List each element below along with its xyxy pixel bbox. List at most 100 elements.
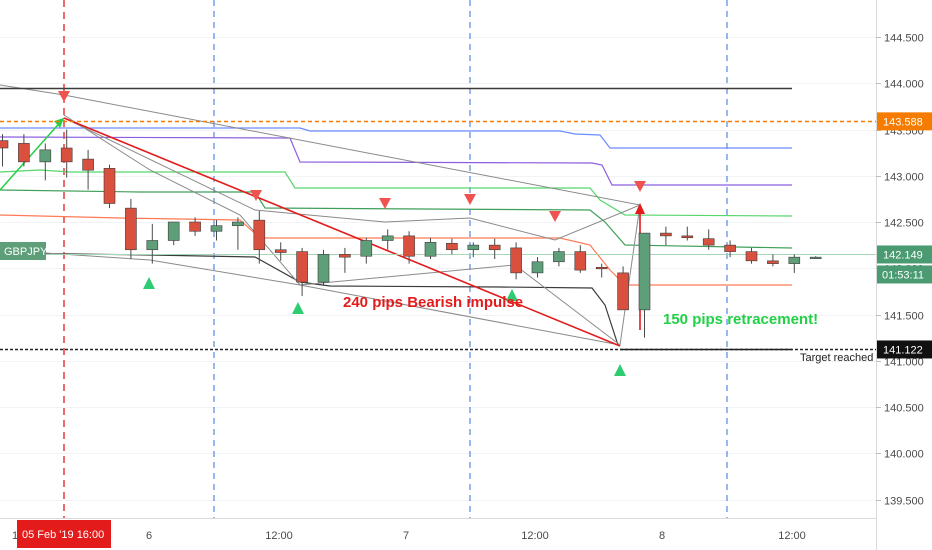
candle bbox=[553, 247, 565, 267]
candle-body bbox=[125, 207, 137, 251]
y-tick-label: 140.500 bbox=[884, 403, 924, 415]
candle-body bbox=[724, 244, 736, 252]
candle-body bbox=[317, 254, 330, 283]
candle bbox=[510, 242, 522, 280]
candle-body bbox=[339, 254, 351, 258]
pattern-line bbox=[63, 114, 621, 346]
indicator-line bbox=[0, 169, 793, 217]
y-tick-label: 140.000 bbox=[884, 449, 924, 461]
candle bbox=[296, 247, 308, 296]
retracement-annotation: 150 pips retracement! bbox=[663, 311, 818, 328]
candle-body bbox=[39, 149, 52, 163]
candle bbox=[745, 247, 758, 264]
buy-signal-marker bbox=[292, 302, 304, 314]
candle bbox=[0, 134, 9, 167]
indicator-line bbox=[0, 252, 619, 346]
price-tag-label: 141.122 bbox=[883, 344, 923, 356]
candle bbox=[125, 198, 137, 259]
candle bbox=[210, 220, 223, 241]
candle-body bbox=[745, 251, 758, 262]
x-tick-label: 6 bbox=[146, 530, 152, 542]
candle bbox=[809, 256, 822, 259]
candle bbox=[788, 254, 801, 273]
candle bbox=[82, 149, 94, 190]
arrow-head bbox=[635, 203, 645, 214]
candle-body bbox=[702, 238, 715, 246]
candle bbox=[60, 129, 73, 178]
y-tick-label: 139.500 bbox=[884, 496, 924, 508]
candle bbox=[681, 226, 694, 241]
candle-body bbox=[809, 256, 822, 259]
candle bbox=[360, 237, 373, 264]
buy-signal-marker bbox=[506, 289, 518, 301]
price-tag: 143.588 bbox=[877, 112, 932, 131]
candle bbox=[381, 229, 394, 250]
candle-body bbox=[253, 219, 266, 251]
countdown-label: 01:53:11 bbox=[882, 269, 924, 281]
candle-body bbox=[510, 247, 522, 274]
price-tag-bg bbox=[877, 340, 932, 359]
plot-area bbox=[0, 0, 876, 518]
indicator-line bbox=[0, 127, 792, 149]
candle bbox=[446, 238, 458, 255]
date-cursor-tag bbox=[17, 520, 111, 548]
signal-markers bbox=[58, 91, 646, 376]
candle bbox=[660, 226, 672, 246]
candle-body bbox=[167, 221, 180, 241]
y-tick-label: 141.500 bbox=[884, 311, 924, 323]
x-tick-label: 12:00 bbox=[265, 530, 293, 542]
countdown-bg bbox=[877, 265, 932, 284]
symbol-tag bbox=[0, 242, 46, 260]
candle-body bbox=[103, 168, 116, 204]
candle bbox=[103, 164, 116, 209]
candle-body bbox=[488, 244, 501, 251]
candle-body bbox=[531, 261, 544, 274]
candle bbox=[146, 223, 159, 264]
x-tick-label: 8 bbox=[659, 530, 665, 542]
candle bbox=[167, 221, 180, 246]
candle bbox=[39, 143, 52, 181]
countdown-tag: 01:53:11 bbox=[877, 265, 932, 284]
candle-body bbox=[146, 240, 159, 251]
candle-body bbox=[403, 235, 415, 257]
candle bbox=[339, 247, 351, 273]
impulse-line bbox=[63, 117, 621, 347]
date-cursor-label: 05 Feb '19 16:00 bbox=[22, 529, 104, 541]
candle bbox=[702, 229, 715, 250]
candle-body bbox=[18, 143, 30, 163]
sell-signal-marker bbox=[464, 194, 476, 205]
candle-body bbox=[617, 272, 629, 311]
candle bbox=[403, 231, 415, 264]
candle bbox=[574, 245, 587, 273]
sell-signal-marker bbox=[58, 91, 70, 102]
candle-body bbox=[788, 256, 801, 264]
candle-body bbox=[767, 260, 779, 264]
candle bbox=[467, 242, 480, 258]
target-reached-label: Target reached bbox=[800, 352, 873, 364]
candle-body bbox=[424, 242, 437, 257]
candle bbox=[488, 238, 501, 259]
candle bbox=[617, 266, 629, 311]
candle-body bbox=[638, 232, 651, 311]
candle-body bbox=[210, 225, 223, 232]
price-tag-label: 142.149 bbox=[883, 249, 923, 261]
candle-body bbox=[60, 147, 73, 163]
candle-body bbox=[660, 232, 672, 237]
session-separators bbox=[63, 0, 728, 518]
pattern-line bbox=[63, 117, 641, 241]
candle bbox=[232, 217, 244, 250]
candle bbox=[595, 263, 608, 278]
price-tag-bg bbox=[877, 112, 932, 131]
candle-body bbox=[82, 158, 94, 171]
candle-body bbox=[553, 251, 565, 263]
candle-body bbox=[0, 140, 9, 149]
indicator-line bbox=[0, 189, 793, 249]
y-tick-label: 141.000 bbox=[884, 357, 924, 369]
candle bbox=[18, 134, 30, 167]
candle-body bbox=[574, 251, 587, 271]
symbol-label: GBPJPY bbox=[4, 246, 48, 258]
price-tag: 142.149 bbox=[877, 245, 932, 264]
y-tick-label: 144.500 bbox=[884, 33, 924, 45]
